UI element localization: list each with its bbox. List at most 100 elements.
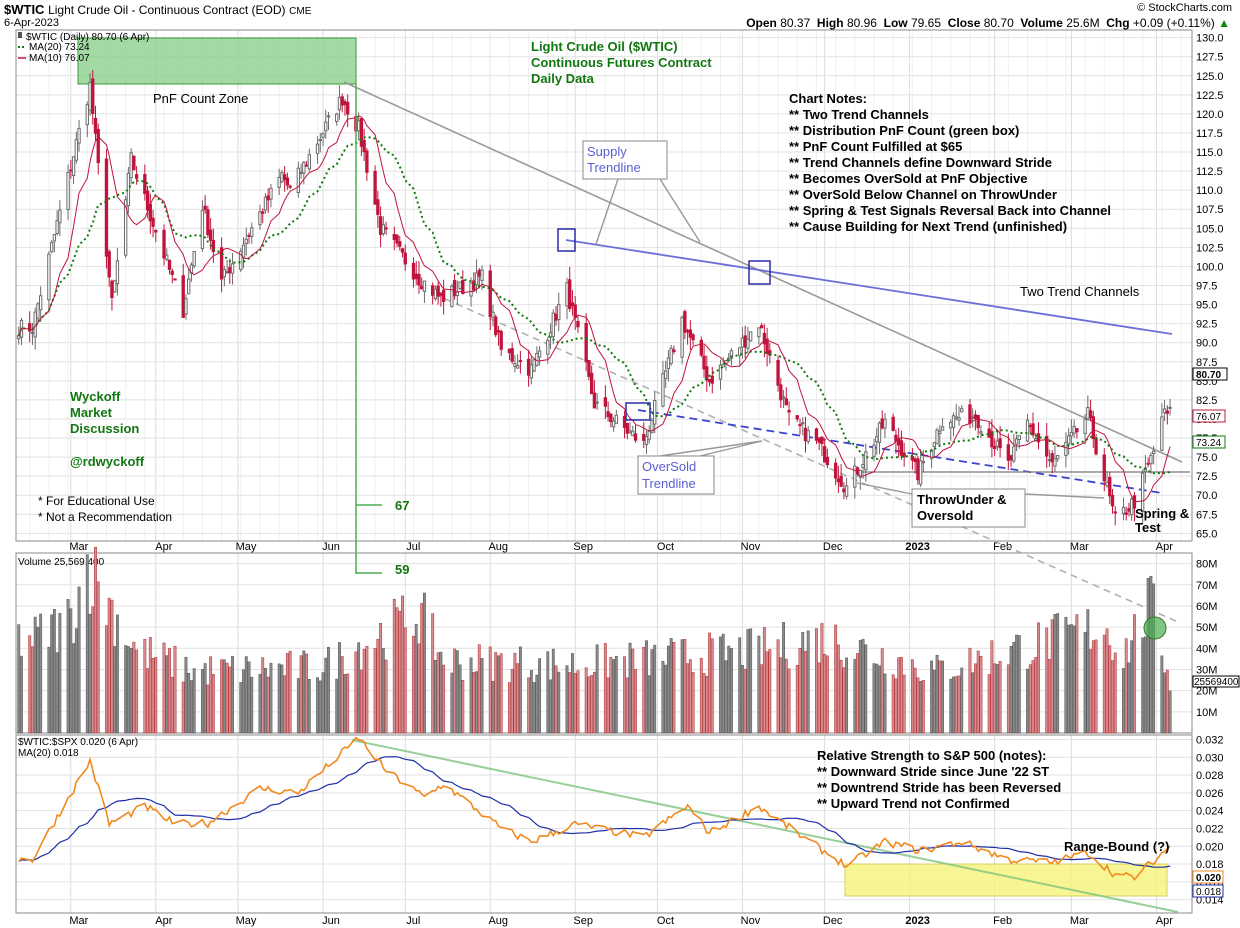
volume-bar xyxy=(110,599,114,734)
candle xyxy=(515,365,520,369)
volume-bar xyxy=(518,646,522,734)
volume-bar xyxy=(856,653,859,734)
price-legend-1: $WTIC (Daily) 80.70 (6 Apr) xyxy=(26,32,149,43)
volume-bar xyxy=(132,641,136,734)
price-y-tick: 97.5 xyxy=(1196,281,1217,293)
supply-box-2 xyxy=(748,260,771,285)
x-tick-label: Aug xyxy=(488,541,508,553)
rs-y-tick: 0.014 xyxy=(1196,895,1224,907)
volume-bar xyxy=(417,643,421,734)
candle xyxy=(123,199,128,256)
rs-y-tick: 0.030 xyxy=(1196,752,1224,764)
volume-bar xyxy=(72,643,75,734)
candle xyxy=(203,205,207,210)
volume-bar xyxy=(1141,637,1145,734)
x-tick-label: Sep xyxy=(573,915,593,927)
candle xyxy=(685,329,690,333)
volume-bar xyxy=(488,646,492,734)
candle xyxy=(1088,410,1093,419)
volume-bar xyxy=(453,648,457,734)
candle xyxy=(496,330,501,333)
volume-bar xyxy=(845,657,849,734)
volume-bar xyxy=(376,638,380,734)
candle xyxy=(625,423,629,434)
volume-bar xyxy=(338,642,341,734)
twitter-handle: @rdwyckoff xyxy=(70,454,145,469)
volume-bar xyxy=(173,645,177,734)
price-y-tick: 90.0 xyxy=(1196,338,1217,350)
open-value: 80.37 xyxy=(780,16,811,30)
candle xyxy=(1149,454,1153,465)
volume-y-tick: 30M xyxy=(1196,664,1217,676)
supply-pointer-1 xyxy=(595,178,619,245)
rs-ma-line xyxy=(18,756,1171,868)
volume-bar xyxy=(47,646,51,734)
candle xyxy=(702,355,706,370)
volume-legend: Volume 25,569,400 xyxy=(18,557,105,568)
oversold-pointer-1 xyxy=(659,440,763,457)
volume-bar xyxy=(672,642,676,734)
volume-bar xyxy=(162,642,166,734)
volume-bar xyxy=(801,631,805,734)
candle xyxy=(1064,441,1068,456)
candle xyxy=(532,359,536,372)
volume-bar xyxy=(760,664,764,734)
volume-bar xyxy=(669,638,673,734)
candle xyxy=(206,209,210,236)
candle xyxy=(17,335,21,340)
price-y-tick: 105.0 xyxy=(1196,223,1224,235)
volume-bar xyxy=(858,640,862,734)
candle xyxy=(784,398,788,406)
candle xyxy=(222,269,227,278)
volume-bar xyxy=(510,668,514,734)
volume-bar xyxy=(746,629,750,734)
x-tick-label: May xyxy=(236,541,257,553)
volume-bar xyxy=(269,662,273,734)
volume-bar xyxy=(135,649,139,734)
volume-bar xyxy=(412,635,415,734)
volume-bar xyxy=(664,664,668,734)
volume-bar xyxy=(494,652,498,734)
price-y-tick: 67.5 xyxy=(1196,509,1217,521)
x-tick-label: May xyxy=(236,915,257,927)
volume-bar xyxy=(535,674,539,734)
volume-bar xyxy=(938,660,942,734)
candle xyxy=(154,229,158,233)
rs-note-3: ** Upward Trend not Confirmed xyxy=(817,796,1010,811)
notes-title: Chart Notes: xyxy=(789,91,867,106)
price-y-tick: 102.5 xyxy=(1196,242,1224,254)
volume-bar xyxy=(343,674,347,734)
candle xyxy=(494,316,498,336)
candle xyxy=(940,426,945,431)
candle xyxy=(968,404,972,424)
candle xyxy=(951,415,956,428)
candle xyxy=(96,128,100,164)
ma20-line xyxy=(17,135,1171,475)
volume-y-tick: 70M xyxy=(1196,580,1217,592)
watermark: © StockCharts.com xyxy=(1137,2,1232,14)
rs-ma-value-box xyxy=(1192,884,1224,898)
volume-bar xyxy=(365,645,369,734)
candle xyxy=(814,428,819,441)
candle xyxy=(359,118,364,147)
volume-bar xyxy=(381,648,385,734)
throwunder-box xyxy=(911,488,1026,528)
volume-bar xyxy=(661,661,665,734)
candle xyxy=(469,282,473,297)
candle xyxy=(872,444,876,457)
volume-bar xyxy=(897,657,901,734)
candle xyxy=(707,379,712,383)
candle xyxy=(66,171,70,210)
volume-bar xyxy=(362,648,366,734)
last-price-box xyxy=(1192,367,1228,381)
candle xyxy=(307,154,311,170)
volume-bar xyxy=(283,675,287,734)
candle xyxy=(107,251,111,278)
candle xyxy=(288,185,292,188)
volume-bar xyxy=(1094,639,1098,734)
candle xyxy=(384,227,388,230)
candle xyxy=(839,475,843,487)
volume-bar xyxy=(609,657,613,734)
candle xyxy=(162,229,166,259)
candle xyxy=(474,272,479,285)
